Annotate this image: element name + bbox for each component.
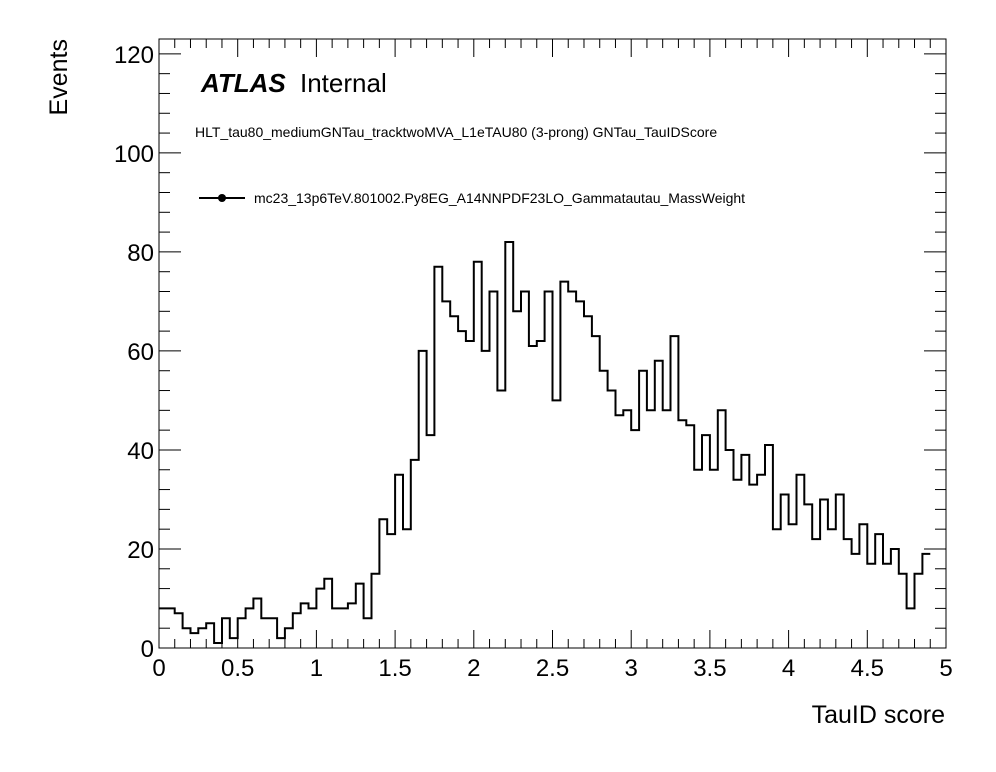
y-tick-label: 40 <box>127 438 154 465</box>
legend: mc23_13p6TeV.801002.Py8EG_A14NNPDF23LO_G… <box>199 190 745 206</box>
x-tick-label: 1 <box>310 655 323 682</box>
selection-text: HLT_tau80_mediumGNTau_tracktwoMVA_L1eTAU… <box>195 124 717 140</box>
x-tick-label: 5 <box>939 655 952 682</box>
y-tick-label: 20 <box>127 537 154 564</box>
atlas-status: Internal <box>300 68 387 98</box>
x-tick-label: 2 <box>467 655 480 682</box>
y-axis-title: Events <box>45 39 73 115</box>
y-tick-label: 120 <box>114 42 154 69</box>
x-tick-label: 1.5 <box>378 655 411 682</box>
x-axis-title: TauID score <box>812 701 945 729</box>
y-tick-labels: 0 20 40 60 80 100 120 <box>114 42 154 663</box>
x-tick-label: 3 <box>625 655 638 682</box>
x-tick-label: 0 <box>152 655 165 682</box>
y-tick-label: 100 <box>114 141 154 168</box>
plot-frame <box>158 38 947 649</box>
y-tick-label: 60 <box>127 339 154 366</box>
x-tick-label: 2.5 <box>536 655 569 682</box>
x-tick-label: 0.5 <box>221 655 254 682</box>
legend-point-marker <box>218 194 226 202</box>
series-histogram-line <box>159 241 931 644</box>
x-tick-label: 4 <box>782 655 795 682</box>
atlas-label: ATLAS <box>200 68 286 98</box>
y-tick-label: 0 <box>141 636 154 663</box>
y-tick-label: 80 <box>127 240 154 267</box>
x-tick-label: 3.5 <box>693 655 726 682</box>
x-tick-labels: 0 0.5 1 1.5 2 2.5 3 3.5 4 4.5 5 <box>152 655 952 682</box>
legend-entry-label: mc23_13p6TeV.801002.Py8EG_A14NNPDF23LO_G… <box>254 190 745 206</box>
x-tick-label: 4.5 <box>851 655 884 682</box>
